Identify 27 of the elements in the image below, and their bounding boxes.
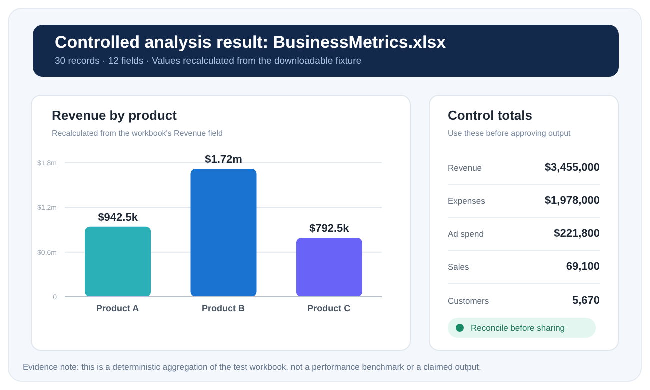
category-label: Ad spend — [448, 229, 484, 239]
text: Evidence note: this is a deterministic aggregation of the test workbook, not a performance benchmark or a claimed output. — [23, 362, 482, 372]
text: 5,670 — [572, 294, 600, 306]
bar — [190, 168, 257, 297]
bar — [85, 226, 152, 297]
chart-title: Revenue by product — [52, 108, 177, 123]
x-tick-label: Product C — [308, 303, 352, 314]
data-label: $942.5k — [98, 212, 139, 224]
data-label: $792.5k — [310, 223, 350, 236]
text: 30 records · 12 fields · Values recalculated from the downloadable fixture — [55, 56, 362, 67]
bar — [296, 238, 362, 297]
x-tick-label: Product A — [96, 303, 140, 314]
category-label: Customers — [448, 296, 490, 306]
text: $3,455,000 — [544, 162, 600, 174]
x-tick-label: Product B — [202, 303, 246, 314]
text: $1,978,000 — [544, 195, 600, 207]
text: 69,100 — [566, 261, 600, 273]
text: Use these before approving output — [448, 129, 571, 138]
chart-subtitle: Recalculated from the workbook's Revenue field — [52, 129, 223, 138]
text: $221,800 — [554, 228, 600, 240]
category-label: Expenses — [448, 196, 486, 206]
data-label: $1.72m — [205, 154, 243, 166]
category-label: Revenue — [448, 163, 482, 173]
category-label: Sales — [448, 262, 470, 272]
text: Control totals — [448, 108, 532, 123]
text: Controlled analysis result: BusinessMetrics.xlsx — [55, 33, 446, 52]
text: Reconcile before sharing — [471, 323, 566, 333]
